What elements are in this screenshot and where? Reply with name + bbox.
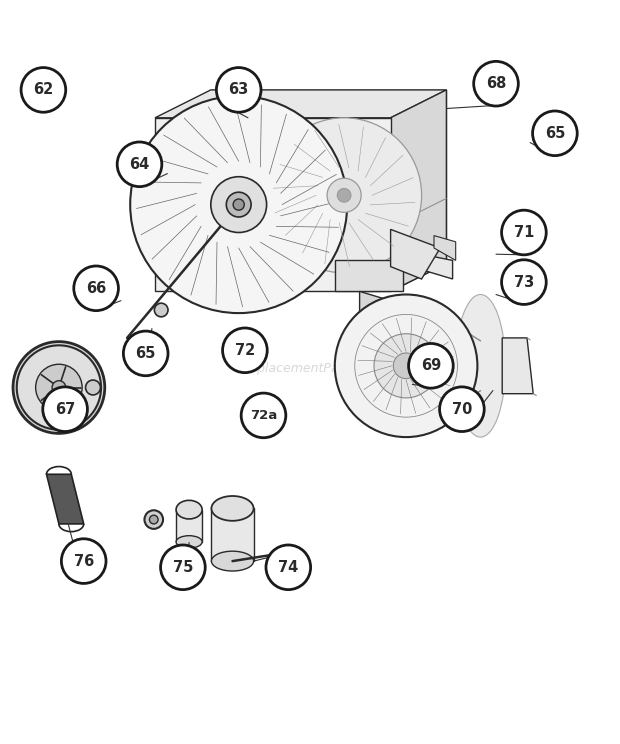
Ellipse shape (35, 365, 82, 411)
Ellipse shape (267, 118, 422, 273)
Circle shape (533, 111, 577, 155)
Text: 72: 72 (235, 343, 255, 358)
Text: 73: 73 (514, 275, 534, 289)
Ellipse shape (374, 334, 438, 398)
Ellipse shape (211, 496, 254, 521)
Text: eReplacementParts.com: eReplacementParts.com (234, 362, 386, 376)
Polygon shape (434, 236, 456, 260)
Circle shape (241, 393, 286, 437)
Text: 72a: 72a (250, 409, 277, 422)
Circle shape (223, 328, 267, 373)
Circle shape (502, 260, 546, 304)
Circle shape (61, 539, 106, 583)
Ellipse shape (176, 500, 202, 519)
Text: 67: 67 (55, 402, 75, 417)
Ellipse shape (52, 381, 66, 394)
Bar (211, 508, 254, 561)
Polygon shape (335, 260, 403, 292)
Text: 68: 68 (486, 76, 506, 92)
Text: 74: 74 (278, 559, 298, 575)
Circle shape (502, 210, 546, 254)
Circle shape (216, 68, 261, 112)
Polygon shape (155, 90, 446, 118)
Text: 63: 63 (229, 83, 249, 97)
Circle shape (43, 387, 87, 432)
Ellipse shape (335, 295, 477, 437)
Ellipse shape (211, 177, 267, 232)
Polygon shape (391, 248, 453, 279)
Circle shape (123, 331, 168, 376)
Text: 65: 65 (545, 126, 565, 141)
Text: 71: 71 (514, 225, 534, 240)
Text: 69: 69 (421, 359, 441, 373)
Ellipse shape (456, 295, 505, 437)
Circle shape (409, 344, 453, 388)
Ellipse shape (17, 345, 101, 430)
Bar (176, 510, 202, 542)
Ellipse shape (86, 380, 100, 395)
Text: 64: 64 (130, 157, 149, 172)
Text: 76: 76 (74, 554, 94, 568)
Polygon shape (360, 292, 422, 335)
Circle shape (117, 142, 162, 187)
Ellipse shape (337, 188, 351, 202)
Ellipse shape (144, 510, 163, 529)
Circle shape (474, 61, 518, 106)
Ellipse shape (327, 179, 361, 212)
Ellipse shape (393, 353, 419, 379)
Ellipse shape (130, 96, 347, 313)
Polygon shape (46, 475, 84, 524)
Ellipse shape (176, 536, 202, 548)
Text: 70: 70 (452, 402, 472, 417)
Text: 62: 62 (33, 83, 53, 97)
Ellipse shape (13, 341, 105, 433)
Circle shape (266, 545, 311, 589)
Polygon shape (391, 90, 446, 292)
Ellipse shape (233, 199, 244, 210)
Text: 66: 66 (86, 280, 106, 296)
Text: 65: 65 (136, 346, 156, 361)
Ellipse shape (154, 304, 168, 317)
Text: 75: 75 (173, 559, 193, 575)
Polygon shape (155, 118, 391, 292)
Circle shape (21, 68, 66, 112)
Ellipse shape (211, 551, 254, 571)
Ellipse shape (149, 515, 158, 524)
Ellipse shape (226, 192, 251, 217)
Circle shape (161, 545, 205, 589)
Polygon shape (391, 229, 440, 279)
Polygon shape (502, 338, 533, 394)
Circle shape (440, 387, 484, 432)
Circle shape (74, 266, 118, 311)
